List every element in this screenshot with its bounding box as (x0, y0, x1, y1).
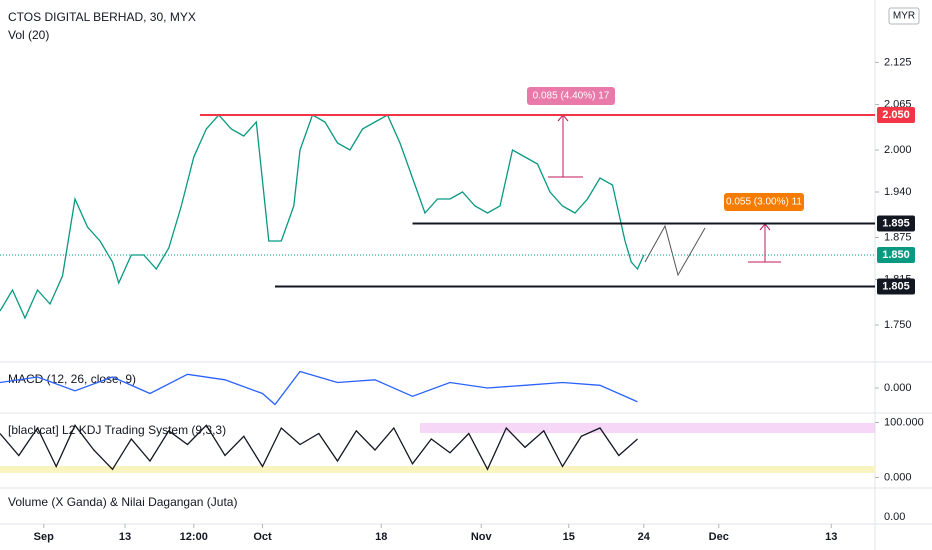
x-tick-label: 15 (563, 531, 575, 543)
overbought-band (420, 423, 875, 433)
pane-title: MACD (12, 26, close, 9) (8, 372, 136, 386)
series-line (0, 424, 638, 471)
price-tag (877, 278, 915, 295)
pane-title: [blackcat] L2 KDJ Trading System (9,3,3) (8, 423, 226, 437)
x-tick-label: Sep (34, 531, 54, 543)
x-tick-label: 18 (375, 531, 387, 543)
currency-box[interactable] (888, 7, 920, 25)
y-tick-label: 1.940 (884, 186, 912, 198)
y-tick-label: 2.125 (884, 56, 912, 68)
price-tag-label: 1.850 (882, 249, 910, 261)
x-tick-label: 13 (119, 531, 131, 543)
volume-pane-title: Volume (X Ganda) & Nilai Dagangan (Juta) (8, 495, 237, 509)
volume-label: Vol (20) (8, 28, 49, 42)
oversold-band (0, 466, 875, 473)
x-tick-label: Oct (253, 531, 272, 543)
y-tick-label: 0.000 (884, 382, 912, 394)
y-tick-label: 1.750 (884, 319, 912, 331)
price-tag-label: 1.895 (882, 217, 910, 229)
x-tick-label: 13 (825, 531, 837, 543)
series-line (0, 370, 638, 406)
y-tick-label: 100.000 (884, 416, 924, 428)
x-tick-label: 12:00 (180, 531, 208, 543)
y-tick-label: 0.000 (884, 471, 912, 483)
price-tag (877, 107, 915, 123)
series-line (0, 114, 645, 320)
volume-axis-label: 0.00 (884, 511, 905, 523)
y-tick-label: 2.000 (884, 144, 912, 156)
price-tag-label: 1.805 (882, 280, 910, 292)
measure-box (527, 87, 615, 105)
price-tag-label: 2.050 (882, 109, 910, 121)
x-tick-label: Nov (471, 531, 493, 543)
price-tag (877, 247, 915, 263)
measure-box (724, 193, 804, 211)
price-tag (877, 215, 915, 232)
currency[interactable]: MYR (893, 11, 915, 22)
x-tick-label: 24 (638, 531, 651, 543)
measure-label: 0.085 (4.40%) 17 (533, 91, 610, 102)
projection-path (644, 224, 706, 277)
x-tick-label: Dec (709, 531, 729, 543)
y-tick-label: 1.875 (884, 231, 912, 243)
symbol-title: CTOS DIGITAL BERHAD, 30, MYX (8, 10, 196, 24)
measure-label: 0.055 (3.00%) 11 (726, 197, 802, 208)
